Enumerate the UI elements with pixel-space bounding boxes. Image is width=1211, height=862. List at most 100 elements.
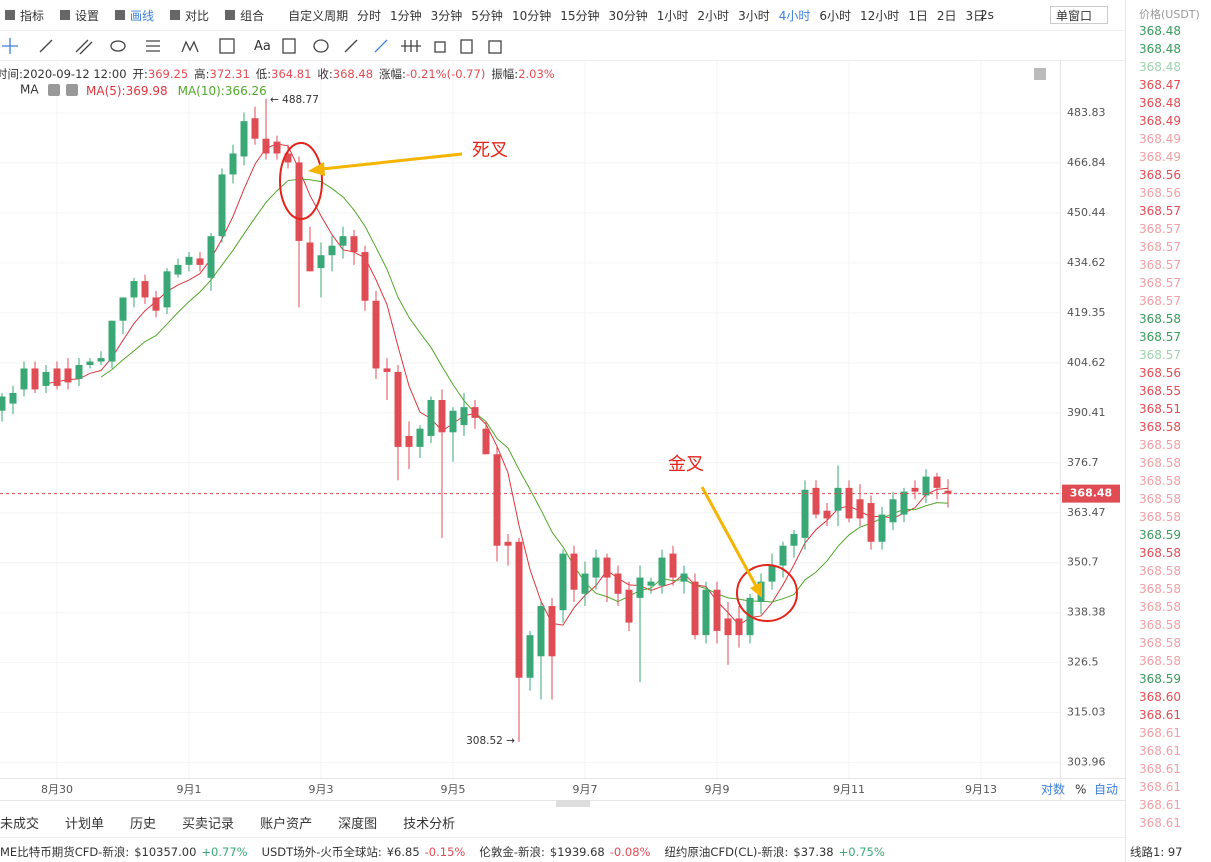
tab[interactable]: 深度图: [338, 816, 378, 832]
panel-price: 368.57: [1139, 240, 1181, 254]
toolbar-item[interactable]: 设置: [58, 6, 100, 24]
ticker: 纽约原油CFD(CL)-新浪: $37.38 +0.75%: [664, 844, 884, 860]
candle-body: [130, 281, 138, 298]
period[interactable]: 3日: [965, 8, 986, 23]
toolbar-item[interactable]: 对比: [168, 6, 210, 24]
ticker-change: -0.08%: [609, 845, 651, 859]
candle-body: [691, 581, 699, 636]
toolbar-item[interactable]: 画线: [113, 6, 155, 24]
ma-label: MA(5):369.98: [86, 84, 168, 98]
panel-price: 368.58: [1139, 438, 1181, 452]
tab[interactable]: 账户资产: [260, 816, 313, 832]
period[interactable]: 12小时: [859, 8, 900, 23]
ma-title: MA: [20, 83, 39, 97]
candle-body: [141, 281, 149, 298]
candle-body: [526, 635, 534, 678]
expand-icon[interactable]: [1034, 68, 1046, 80]
x-tick-label: 9月9: [705, 783, 730, 796]
candle-body: [427, 400, 435, 436]
axis-option[interactable]: 自动: [1094, 783, 1118, 797]
period[interactable]: 1分钟: [390, 8, 422, 23]
ma-settings[interactable]: [48, 84, 60, 96]
candle-body: [471, 407, 479, 418]
panel-price: 368.61: [1139, 744, 1181, 758]
line-status: 线路1: 97: [1130, 843, 1183, 861]
candle-body: [273, 141, 281, 154]
period[interactable]: 2日: [936, 8, 957, 23]
info-label: 涨幅:: [379, 67, 406, 81]
y-tick-label: 404.62: [1067, 356, 1106, 369]
candle-body: [900, 491, 908, 515]
period[interactable]: 3分钟: [430, 8, 463, 23]
x-tick-label: 9月11: [833, 783, 865, 796]
candle-body: [152, 297, 160, 311]
period[interactable]: 2小时: [697, 8, 730, 23]
circle-annotation: [736, 564, 798, 622]
candle-body: [97, 358, 105, 362]
toolbar-item[interactable]: 指标: [3, 6, 45, 24]
candle-body: [0, 396, 6, 411]
info-item: 收:368.48: [317, 66, 373, 82]
candle-body: [856, 499, 864, 519]
period[interactable]: 15分钟: [560, 8, 600, 23]
candle-body: [779, 545, 787, 566]
ma-close[interactable]: [66, 84, 78, 96]
tab[interactable]: 买卖记录: [182, 816, 235, 832]
annotation-text: 金叉: [668, 454, 704, 475]
panel-price: 368.49: [1139, 132, 1181, 146]
x-tick-label: 9月5: [441, 783, 466, 796]
period[interactable]: 1日: [908, 8, 928, 23]
candle-body: [548, 606, 556, 657]
candle-body: [713, 589, 721, 631]
candle-body: [812, 487, 820, 515]
tab[interactable]: 技术分析: [403, 816, 456, 832]
info-label: 振幅:: [491, 67, 519, 81]
period[interactable]: 4小时: [778, 8, 811, 23]
window-select[interactable]: 单窗口: [1050, 6, 1108, 24]
period[interactable]: 3小时: [738, 8, 770, 23]
candle-body: [240, 121, 248, 157]
panel-price: 368.49: [1139, 150, 1181, 164]
panel-price: 368.57: [1139, 330, 1181, 344]
candle-body: [119, 297, 127, 321]
arrow: [700, 486, 758, 587]
price-panel: 价格(USDT) 368.48 368.48 368.48 368.47 368.48 3…: [1125, 0, 1211, 862]
period[interactable]: 6小时: [819, 8, 851, 23]
y-tick-label: 350.7: [1067, 556, 1099, 569]
high-label: ← 488.77: [270, 94, 319, 106]
text-tool[interactable]: Aa: [254, 38, 271, 54]
custom-period[interactable]: 自定义周期: [288, 8, 349, 23]
candle-body: [438, 400, 446, 433]
panel-price: 368.51: [1139, 402, 1181, 416]
y-tick-label: 376.7: [1067, 456, 1099, 469]
candle-body: [328, 245, 336, 256]
candle-body: [834, 487, 842, 511]
tab[interactable]: 历史: [130, 816, 157, 832]
refresh[interactable]: 2s: [980, 8, 994, 22]
candle-body: [669, 553, 677, 578]
candle-body: [262, 138, 270, 154]
axis-option[interactable]: %: [1075, 783, 1086, 797]
candle-body: [658, 557, 666, 586]
period[interactable]: 10分钟: [511, 8, 552, 23]
panel-price: 368.48: [1139, 42, 1181, 56]
tab[interactable]: 未成交: [0, 816, 40, 832]
axis-option[interactable]: 对数: [1041, 782, 1065, 797]
tab[interactable]: 计划单: [65, 816, 105, 832]
candle-body: [108, 320, 116, 362]
info-value: -0.21%(-0.77): [405, 67, 486, 81]
panel-price: 368.58: [1139, 654, 1181, 668]
candle-body: [251, 118, 259, 139]
info-value: 369.25: [147, 67, 189, 81]
candle-body: [790, 533, 798, 546]
candle-body: [317, 255, 325, 269]
resize-handle[interactable]: [556, 800, 590, 807]
panel-price: 368.58: [1139, 546, 1181, 560]
info-value: 2020-09-12 12:00: [22, 67, 127, 81]
period[interactable]: 分时: [357, 8, 382, 23]
period[interactable]: 1小时: [656, 8, 689, 23]
draw-icons: [2, 38, 235, 55]
period[interactable]: 30分钟: [608, 8, 648, 23]
period[interactable]: 5分钟: [471, 8, 503, 23]
toolbar-item[interactable]: 组合: [223, 6, 265, 24]
